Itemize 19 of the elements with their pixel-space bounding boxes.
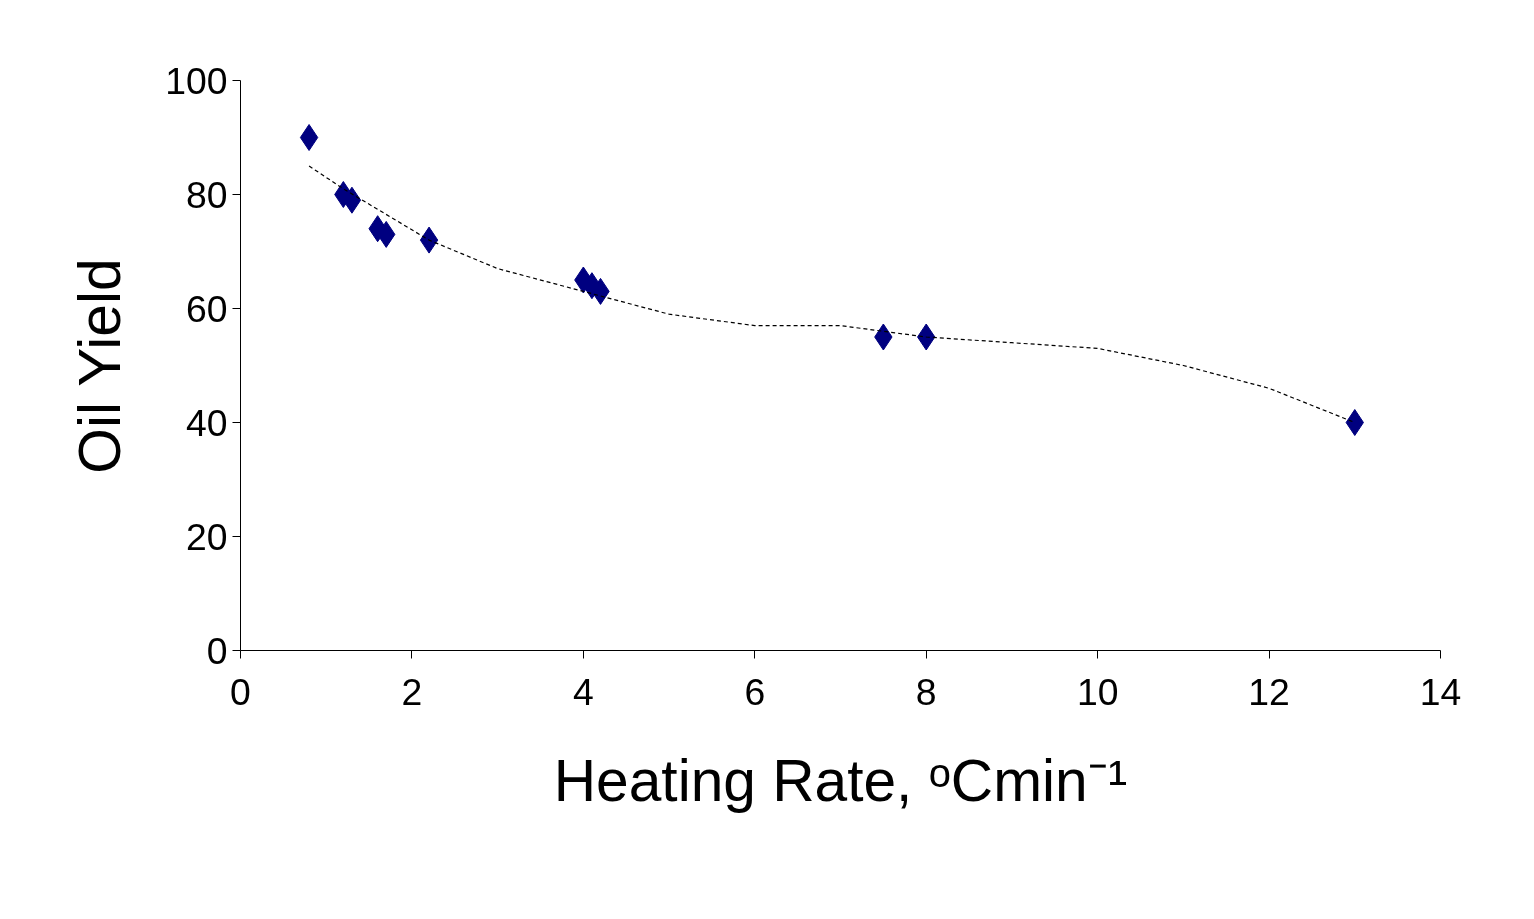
x-axis-title: Heating Rate, ᵒCmin⁻¹ [553,747,1128,813]
point [342,186,362,214]
point [1345,409,1364,436]
y-tick-label: 0 [206,629,228,672]
point [419,226,439,254]
y-tick-label: 40 [185,401,228,444]
y-axis-title: Oil Yield [67,258,133,474]
x-tick-label: 8 [915,670,937,713]
x-tick-label: 14 [1419,670,1462,713]
y-tick-label: 100 [165,59,228,102]
x-tick-label: 12 [1248,670,1290,713]
y-tick-label: 60 [185,287,228,330]
y-tick-label: 80 [185,173,228,216]
point [299,124,319,151]
y-tick-label: 20 [185,515,228,558]
x-tick-label: 6 [744,670,766,713]
x-tick-label: 10 [1076,670,1119,713]
x-tick-label: 2 [401,670,423,713]
x-tick-label: 4 [572,670,594,713]
